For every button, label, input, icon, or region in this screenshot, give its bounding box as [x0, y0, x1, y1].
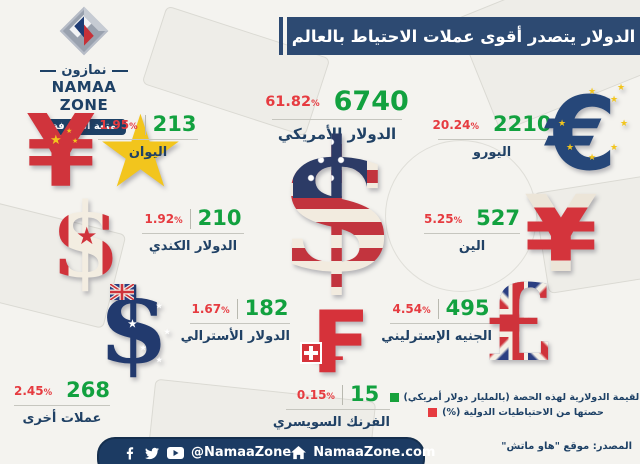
legend-green-swatch [389, 393, 399, 402]
title-accent-bar [279, 17, 283, 55]
currency-label: الفرنك السويسري [272, 415, 390, 430]
share-percent: 1.92% [144, 211, 183, 226]
value-billions: 6740 [333, 86, 409, 117]
australian-dollar-symbol-icon: $ ★ ★ ★ ★ ★ [98, 267, 171, 387]
pound-flag-symbol-icon: £ [482, 260, 556, 385]
stat-yuan-numbers: 1.95% 213 [98, 114, 198, 135]
brand-name-arabic-row: نمازون [26, 63, 142, 78]
stat-us-dollar-numbers: 61.82% 6740 [265, 88, 409, 115]
value-billions: 210 [197, 206, 242, 230]
underline [98, 139, 198, 140]
yen-symbol-icon: ¥ [524, 173, 598, 296]
share-percent: 1.67% [191, 301, 230, 316]
brand-logo-block: نمازون NAMAA ZONE متعة المعرفة [26, 5, 142, 135]
value-billions: 213 [152, 112, 197, 136]
stat-yen-numbers: 5.25% 527 [424, 208, 520, 229]
legend-value-row: القيمة الدولارية لهذه الحصة (بالمليار دو… [389, 392, 640, 403]
divider [144, 114, 146, 135]
value-billions: 527 [476, 206, 520, 230]
footer-bar: @NamaaZone NamaaZone.com [97, 437, 435, 464]
swiss-cross-icon [300, 342, 322, 364]
share-percent: 0.15% [296, 387, 335, 402]
stat-other-currencies: 2.45% 268 عملات أخرى [14, 380, 110, 426]
page-title: الدولار يتصدر أقوى عملات الاحتياط بالعال… [287, 17, 640, 55]
value-billions: 15 [349, 382, 380, 406]
currency-label: اليورو [472, 145, 512, 160]
social-handle[interactable]: @NamaaZone [191, 445, 292, 460]
share-percent: 4.54% [392, 301, 431, 316]
maple-leaf-icon: ★ [76, 222, 98, 250]
share-percent: 61.82% [265, 93, 320, 110]
underline [390, 323, 492, 324]
value-billions: 2210 [493, 112, 552, 136]
divider [236, 298, 238, 319]
brand-name-arabic: نمازون [61, 63, 107, 78]
stat-gbp-numbers: 4.54% 495 [390, 298, 492, 319]
stat-pound-sterling: 4.54% 495 الجنيه الإسترليني [381, 298, 492, 344]
value-billions: 495 [445, 296, 490, 320]
legend-share-row: حصتها من الاحتياطيات الدولية (%) [400, 407, 632, 418]
underline [438, 139, 546, 140]
share-percent: 1.95% [99, 117, 138, 132]
underline [14, 405, 110, 406]
underline [424, 233, 520, 234]
currency-label: اليوان [128, 145, 168, 160]
stat-canadian-dollar: 1.92% 210 الدولار الكندي [142, 208, 244, 254]
divider [341, 384, 343, 405]
home-icon [291, 445, 307, 460]
currency-label: الدولار الأسترالي [180, 329, 290, 344]
footer-social-group[interactable]: @NamaaZone [123, 445, 291, 460]
source-credit: المصدر: موقع "هاو ماتش" [501, 441, 632, 452]
share-percent: 2.45% [14, 383, 53, 398]
union-jack-mini-icon [110, 284, 134, 300]
stat-other-numbers: 2.45% 268 [14, 380, 110, 401]
logo-dash-right [111, 69, 128, 72]
legend: القيمة الدولارية لهذه الحصة (بالمليار دو… [389, 392, 640, 422]
currency-label: عملات أخرى [22, 411, 102, 426]
divider [437, 298, 439, 319]
footer-website-group[interactable]: NamaaZone.com [291, 445, 435, 460]
youtube-icon[interactable] [167, 446, 184, 459]
stat-euro: 20.24% 2210 اليورو [433, 114, 552, 161]
twitter-icon[interactable] [144, 446, 160, 460]
value-billions: 182 [244, 296, 289, 320]
currency-label: الين [458, 239, 486, 254]
stat-yen: 5.25% 527 الين [424, 208, 520, 254]
stat-australian-dollar: 1.67% 182 الدولار الأسترالي [180, 298, 290, 344]
currency-label: الدولار الكندي [148, 239, 238, 254]
stat-swiss-franc: 0.15% 15 الفرنك السويسري [272, 384, 390, 430]
share-percent: 5.25% [424, 211, 463, 226]
facebook-icon[interactable] [123, 445, 137, 460]
underline [286, 409, 390, 410]
stat-cad-numbers: 1.92% 210 [142, 208, 244, 229]
legend-red-swatch [428, 408, 438, 417]
logo-dash-left [40, 69, 57, 72]
share-percent: 20.24% [432, 117, 480, 132]
currency-label: الجنيه الإسترليني [381, 329, 492, 344]
canadian-dollar-symbol-icon: $ [50, 181, 121, 301]
euro-flag-symbol-icon: € ★ ★ ★ ★ ★ ★ ★ ★ [546, 75, 629, 194]
underline [142, 233, 244, 234]
stat-chf-numbers: 0.15% 15 [286, 384, 390, 405]
underline [190, 323, 290, 324]
divider [189, 208, 191, 229]
legend-share-label: حصتها من الاحتياطيات الدولية (%) [442, 407, 604, 418]
yuan-symbol-icon: ¥ ★ ★ ★ ★ [26, 93, 186, 210]
stat-yuan: 1.95% 213 اليوان [98, 114, 198, 160]
brand-tagline-badge: متعة المعرفة [42, 119, 126, 135]
brand-name-english: NAMAA ZONE [51, 78, 117, 114]
namaa-zone-logo-icon [59, 6, 109, 56]
value-billions: 268 [66, 378, 110, 402]
us-dollar-flag-symbol-icon: $ [263, 118, 411, 306]
stat-aud-numbers: 1.67% 182 [190, 298, 290, 319]
stat-euro-numbers: 20.24% 2210 [433, 114, 552, 135]
website-url[interactable]: NamaaZone.com [313, 445, 436, 460]
legend-value-label: القيمة الدولارية لهذه الحصة (بالمليار دو… [403, 392, 640, 403]
